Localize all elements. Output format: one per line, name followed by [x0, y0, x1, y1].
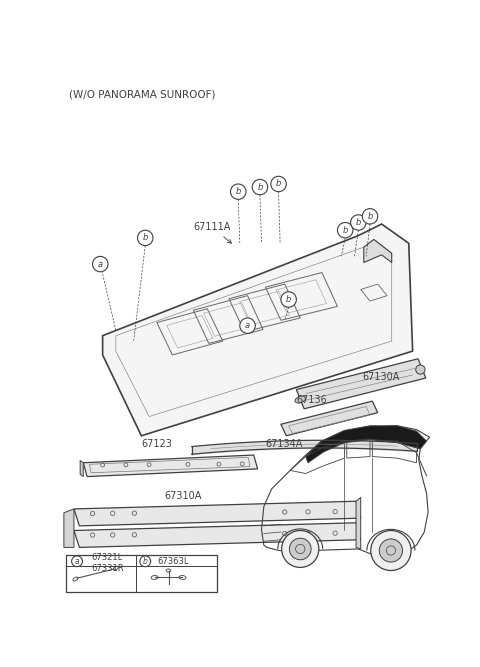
Polygon shape: [364, 239, 392, 263]
Circle shape: [371, 530, 411, 570]
Text: 67130A: 67130A: [362, 372, 400, 382]
Polygon shape: [83, 455, 258, 477]
Polygon shape: [296, 359, 426, 409]
Text: b: b: [236, 187, 241, 196]
Text: b: b: [343, 225, 348, 235]
Text: b: b: [143, 233, 148, 242]
Text: a: a: [98, 259, 103, 269]
Text: 67310A: 67310A: [165, 491, 202, 501]
Text: 67136: 67136: [296, 395, 327, 405]
Circle shape: [281, 291, 296, 307]
Text: b: b: [143, 557, 148, 566]
Circle shape: [337, 223, 353, 238]
Circle shape: [416, 365, 425, 374]
Text: 67331R: 67331R: [91, 564, 124, 573]
Circle shape: [93, 256, 108, 271]
Text: 67321L: 67321L: [91, 553, 122, 562]
Polygon shape: [103, 224, 413, 436]
Text: a: a: [75, 557, 79, 566]
Text: 67123: 67123: [142, 439, 172, 449]
Circle shape: [230, 184, 246, 199]
Text: 67111A: 67111A: [193, 222, 231, 243]
Polygon shape: [281, 401, 378, 436]
Circle shape: [350, 215, 366, 230]
Polygon shape: [74, 501, 360, 526]
Circle shape: [252, 179, 268, 195]
Text: a: a: [245, 321, 250, 330]
Text: 67363L: 67363L: [157, 557, 188, 566]
Circle shape: [282, 530, 319, 568]
Circle shape: [240, 318, 255, 334]
Text: (W/O PANORAMA SUNROOF): (W/O PANORAMA SUNROOF): [69, 89, 216, 99]
Polygon shape: [80, 460, 83, 477]
Polygon shape: [306, 426, 427, 463]
Polygon shape: [64, 509, 74, 548]
Circle shape: [362, 209, 378, 224]
Circle shape: [137, 230, 153, 245]
Text: b: b: [286, 295, 291, 304]
Text: b: b: [367, 212, 372, 221]
Circle shape: [72, 556, 83, 567]
Text: b: b: [257, 183, 263, 191]
Circle shape: [379, 539, 403, 562]
Circle shape: [271, 176, 286, 191]
Polygon shape: [356, 498, 360, 549]
Polygon shape: [74, 523, 360, 548]
Ellipse shape: [295, 396, 305, 403]
Text: b: b: [356, 218, 361, 227]
Circle shape: [140, 556, 151, 567]
Circle shape: [289, 538, 311, 560]
Text: b: b: [276, 179, 281, 189]
Text: 67134A: 67134A: [265, 439, 303, 449]
